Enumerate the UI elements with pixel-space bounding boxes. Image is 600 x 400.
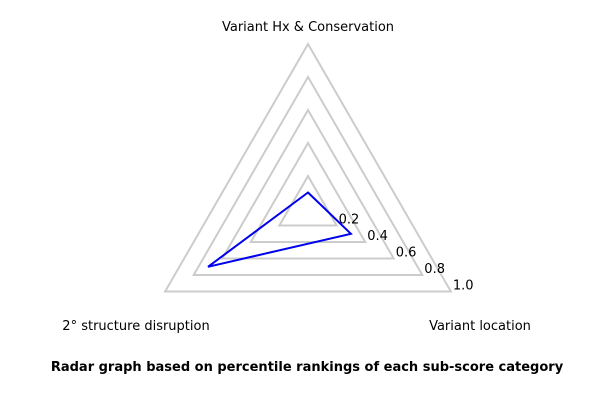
series-line (207, 191, 353, 268)
tick-label: 0.6 (396, 246, 417, 261)
radar-series-layer (207, 191, 353, 268)
chart-title: Radar graph based on percentile rankings… (51, 360, 564, 375)
axis-label-right: Variant location (429, 319, 531, 334)
tick-label: 0.2 (339, 213, 360, 228)
grid-ring (163, 42, 453, 293)
axis-label-left: 2° structure disruption (62, 319, 209, 334)
radar-grid (163, 42, 453, 293)
grid-ring (220, 107, 396, 260)
radar-tick-labels: 0.2 0.4 0.6 0.8 1.0 (339, 213, 474, 294)
tick-label: 1.0 (453, 279, 474, 294)
tick-label: 0.8 (424, 262, 445, 277)
grid-ring (191, 74, 425, 276)
axis-label-top: Variant Hx & Conservation (222, 20, 394, 35)
grid-ring (277, 174, 339, 227)
grid-ring (249, 141, 367, 243)
tick-label: 0.4 (367, 229, 388, 244)
